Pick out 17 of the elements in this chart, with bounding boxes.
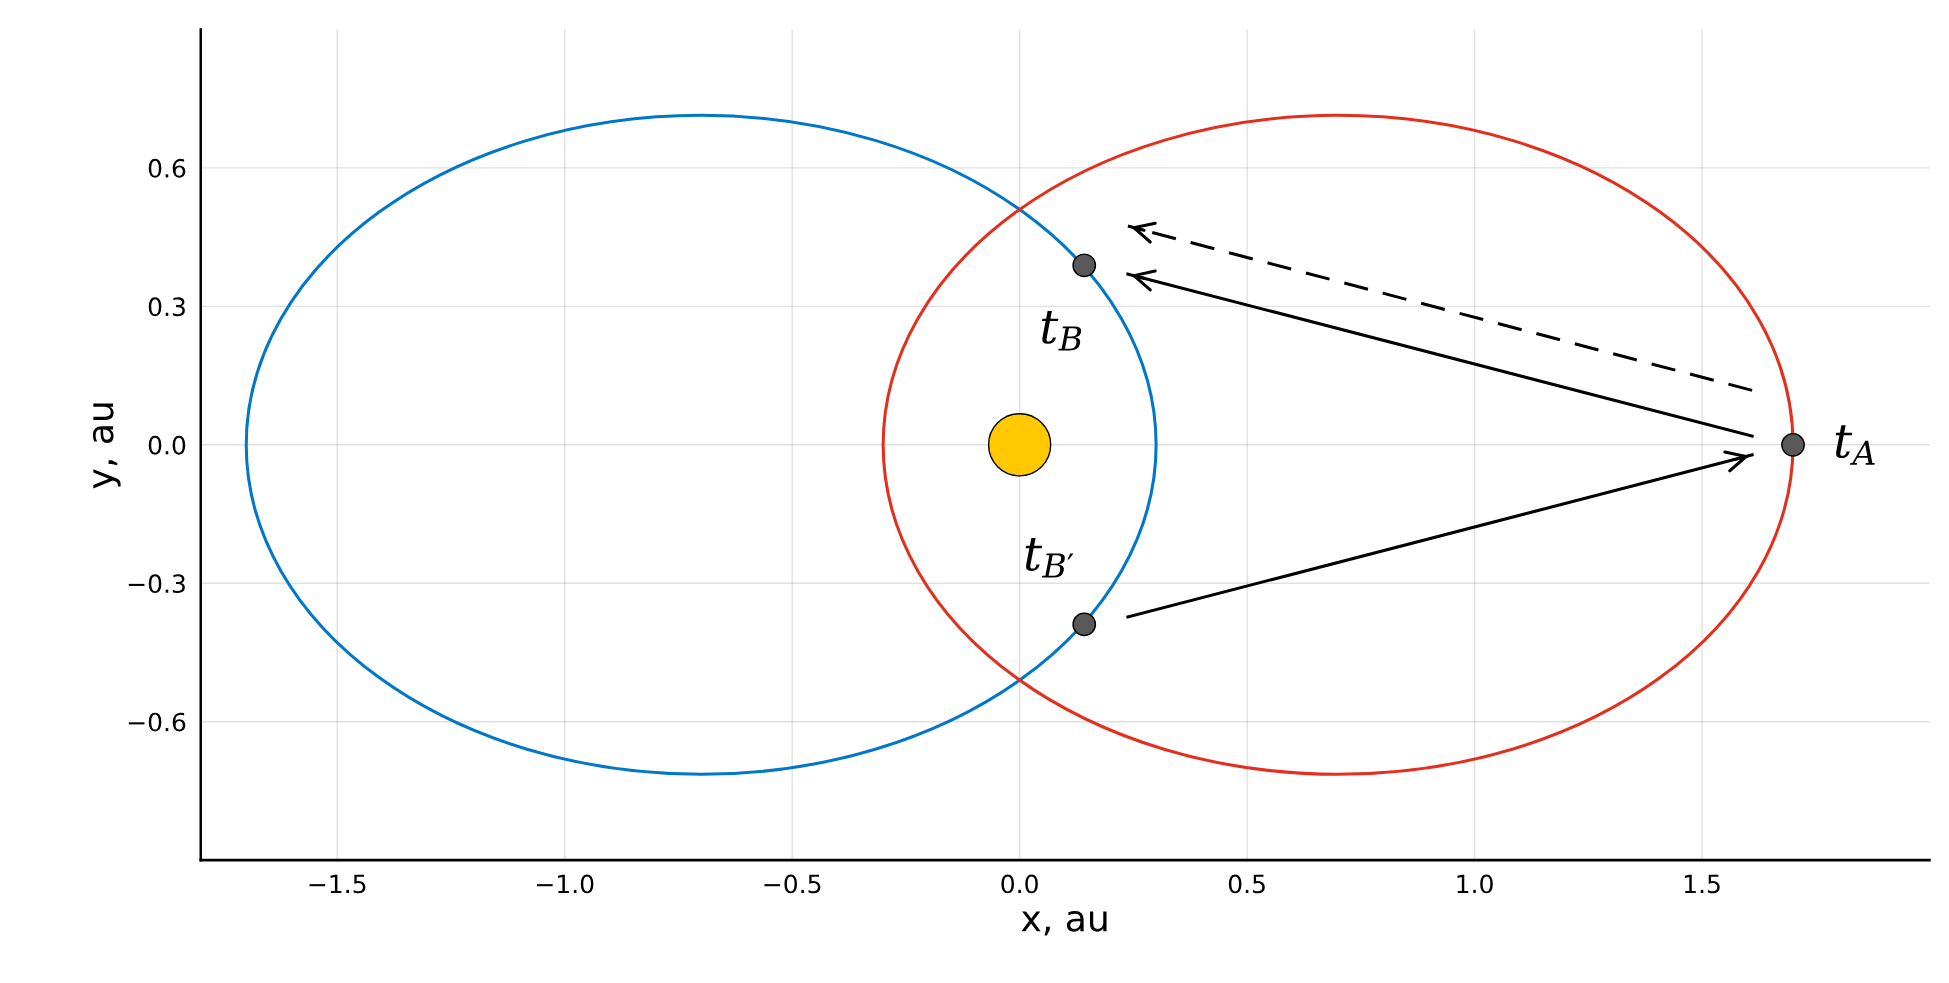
x-tick-label: −1.0 bbox=[536, 874, 594, 894]
y-tick-label: 0.6 bbox=[148, 158, 186, 178]
x-axis-title: x, au bbox=[1021, 910, 1107, 936]
y-tick-label: 0.0 bbox=[148, 435, 186, 455]
y-tick-label: −0.6 bbox=[128, 712, 186, 732]
annotation: t$_{A}$ bbox=[1835, 425, 1875, 465]
annotation: t$_{B}$ bbox=[1041, 311, 1082, 351]
x-tick-label: 0.0 bbox=[1001, 874, 1038, 894]
x-tick-label: −1.5 bbox=[309, 874, 366, 894]
y-tick-label: 0.3 bbox=[148, 297, 185, 317]
x-tick-label: −0.5 bbox=[764, 874, 821, 894]
y-axis-title: y, au bbox=[92, 403, 121, 489]
y-tick-label: −0.3 bbox=[128, 574, 185, 594]
annotation: t$_{B′}$ bbox=[1025, 538, 1074, 578]
x-tick-label: 1.5 bbox=[1684, 874, 1720, 894]
x-tick-label: 1.0 bbox=[1457, 874, 1493, 894]
x-tick-label: 0.5 bbox=[1228, 874, 1265, 894]
